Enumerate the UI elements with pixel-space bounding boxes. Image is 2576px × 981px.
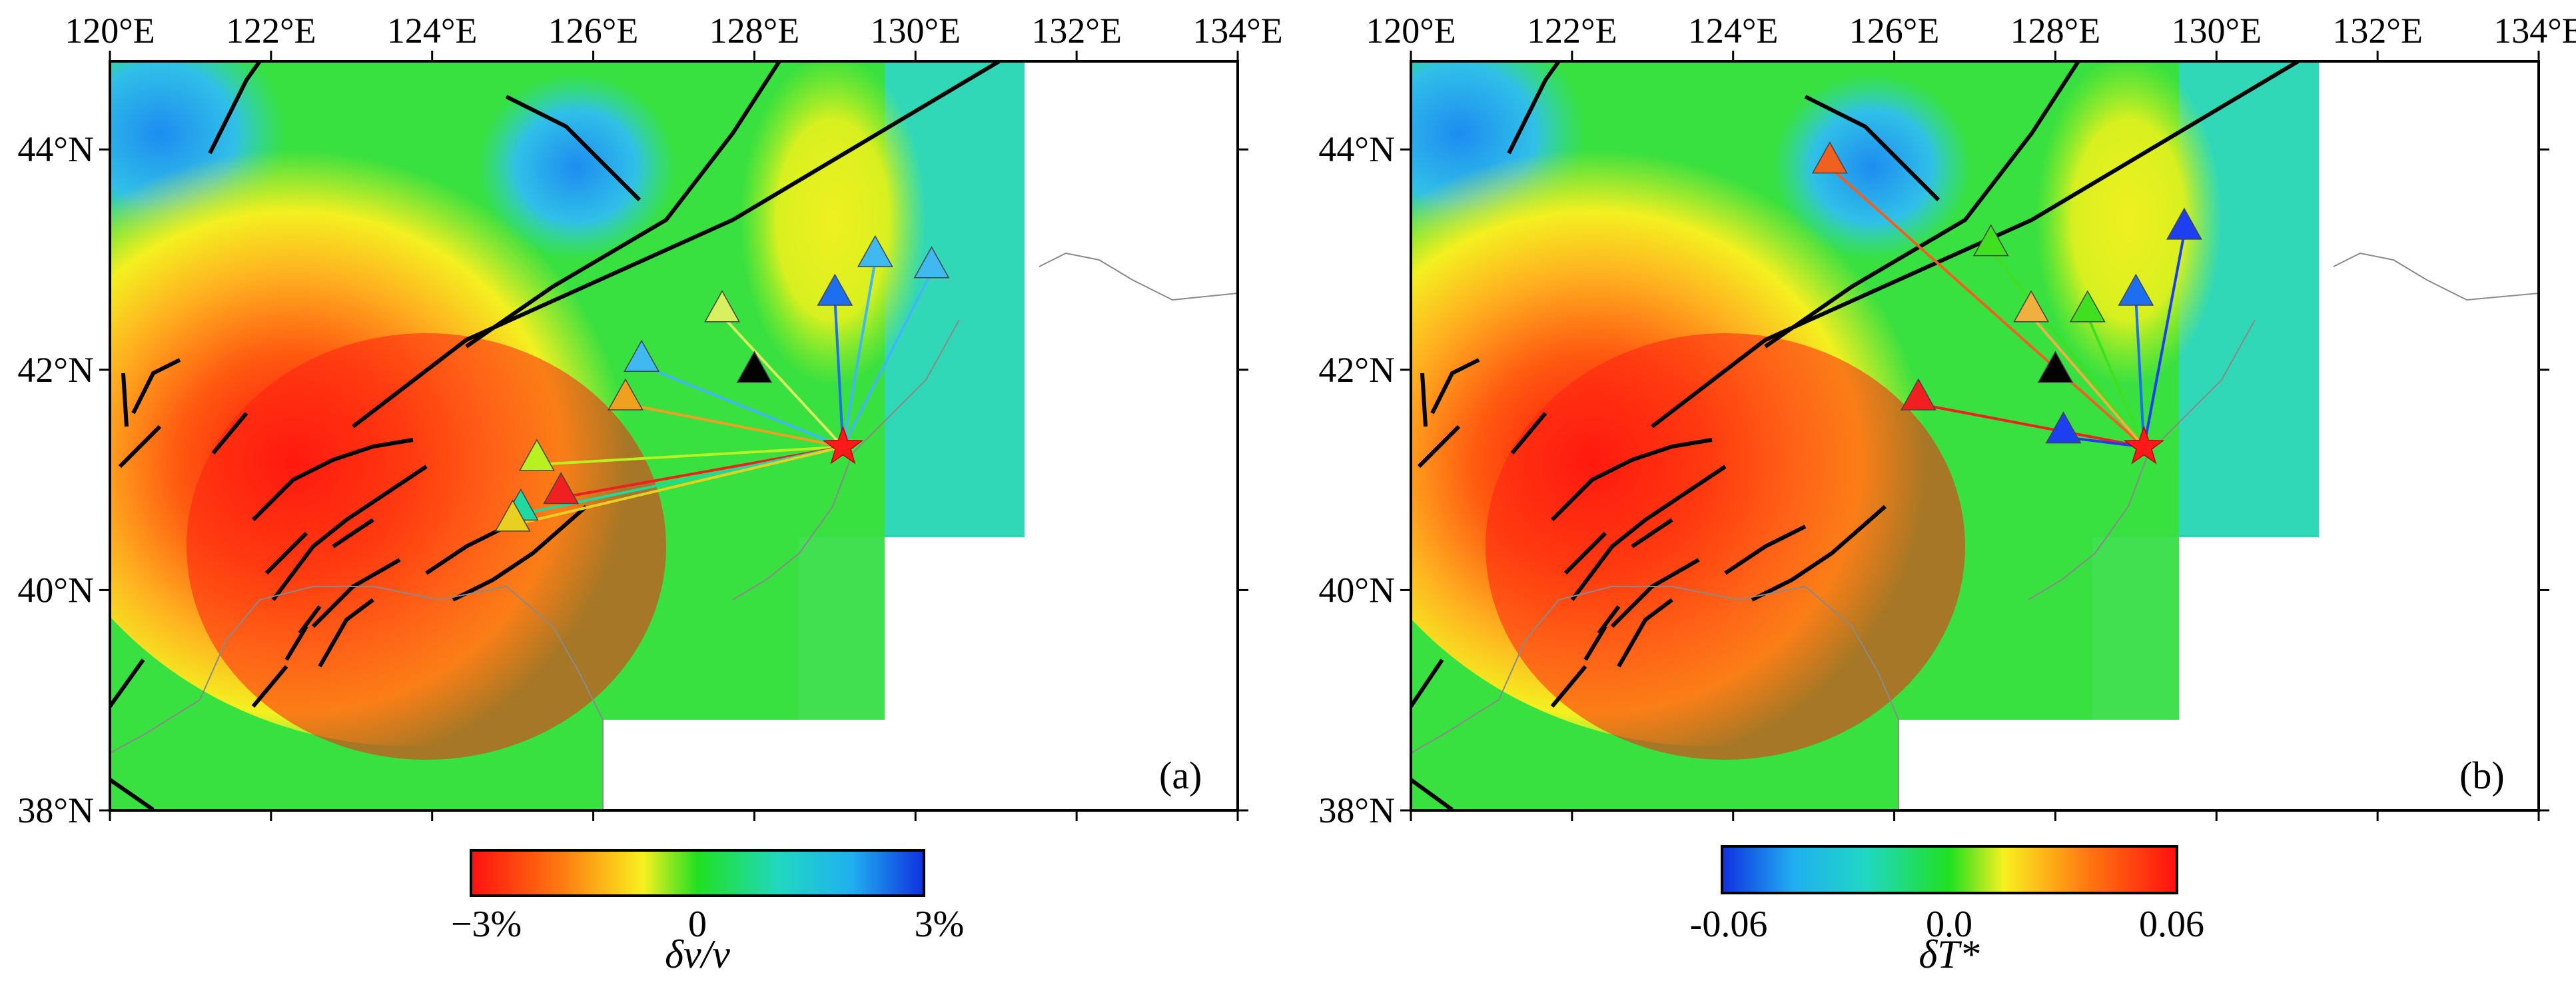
panel-a-label: (a) [1159, 754, 1202, 797]
colorbar-b-min-label: -0.06 [1690, 904, 1768, 945]
ray-path-line [512, 445, 843, 526]
station-triangle [518, 439, 555, 471]
lon-tick-label: 128°E [2010, 11, 2101, 51]
ray-path-line [2142, 233, 2186, 447]
coastline [110, 319, 960, 810]
lon-tick-label: 126°E [1849, 11, 1940, 51]
panel-b-label: (b) [2459, 754, 2505, 797]
lat-tick-label: 42°N [1318, 350, 1395, 390]
coastline [1411, 319, 2256, 810]
ray-path-line [2086, 315, 2146, 448]
panel-b-stations [1811, 141, 2202, 465]
colorbar-a-max-label: 3% [915, 904, 965, 945]
panel-b: 120°E 122°E 124°E 126°E 128°E 130°E 132°E 134°E… [1318, 11, 2576, 830]
lat-tick-label: 44°N [17, 129, 94, 169]
colorbar-b-title: δT* [1919, 932, 1979, 976]
panel-b-axes: 120°E 122°E 124°E 126°E 128°E 130°E 132°E 134°E… [1318, 11, 2576, 830]
black-station-triangle [2037, 351, 2074, 383]
colorbar-a: −3% 0 3% δv/v [451, 849, 965, 976]
lon-tick-label: 128°E [709, 11, 800, 51]
lon-tick-label: 134°E [1192, 11, 1283, 51]
lat-tick-label: 42°N [17, 350, 94, 390]
lat-tick-label: 40°N [17, 570, 94, 610]
panel-a-stations [494, 235, 950, 532]
panel-a-map-field [110, 61, 1238, 810]
ray-path-line [1829, 166, 2145, 449]
ray-path-line [841, 260, 877, 447]
lat-tick-label: 44°N [1318, 129, 1395, 169]
lon-tick-label: 124°E [387, 11, 478, 51]
panel-b-map-field [1411, 61, 2539, 810]
station-triangle [704, 290, 740, 323]
station-triangle [857, 235, 893, 267]
lon-tick-label: 130°E [2171, 11, 2262, 51]
lon-tick-label: 120°E [65, 11, 155, 51]
lat-tick-label: 40°N [1318, 570, 1395, 610]
ray-path-line [1990, 249, 2146, 448]
earthquake-epicenter-star [2123, 425, 2165, 465]
station-triangle [913, 246, 950, 279]
colorbar-a-title: δv/v [665, 932, 730, 976]
panel-b-frame [1410, 60, 2540, 812]
station-triangle [1811, 141, 1848, 174]
panel-a: 120°E 122°E 124°E 126°E 128°E 130°E 132°E 134°E… [17, 11, 1282, 830]
station-triangle [1900, 378, 1936, 411]
station-triangle [1972, 224, 2009, 257]
lon-tick-label: 126°E [548, 11, 639, 51]
lon-tick-label: 130°E [870, 11, 961, 51]
ray-path-line [841, 271, 933, 448]
lon-tick-label: 120°E [1366, 11, 1456, 51]
ray-path-line [1918, 403, 2144, 449]
station-triangle [624, 339, 660, 372]
lon-tick-label: 124°E [1688, 11, 1779, 51]
lon-tick-label: 134°E [2493, 11, 2576, 51]
station-triangle [2013, 290, 2050, 323]
colorbar-a-mid-label: 0 [688, 904, 707, 945]
lon-tick-label: 122°E [1527, 11, 1617, 51]
fault-lines [1411, 61, 2300, 810]
station-triangle [2069, 290, 2106, 323]
lat-tick-label: 38°N [1318, 790, 1395, 830]
colorbar-a-min-label: −3% [451, 904, 522, 945]
colorbar-b: -0.06 0.0 0.06 δT* [1690, 845, 2204, 976]
ray-path-line [833, 299, 845, 447]
station-triangle [543, 472, 580, 504]
station-triangle [2118, 273, 2154, 306]
panel-a-frame [109, 60, 1239, 812]
lon-tick-label: 132°E [1031, 11, 1122, 51]
ray-path-line [2030, 315, 2145, 448]
panel-a-axes: 120°E 122°E 124°E 126°E 128°E 130°E 132°E 134°E… [17, 11, 1282, 830]
station-triangle [817, 273, 853, 306]
lon-tick-label: 132°E [2332, 11, 2423, 51]
ray-path-line [625, 403, 843, 449]
ray-path-line [536, 445, 843, 467]
station-triangle [2045, 411, 2082, 444]
ray-path-line [721, 315, 844, 448]
lon-tick-label: 122°E [226, 11, 316, 51]
ray-path-line [2134, 299, 2146, 447]
black-station-triangle [736, 351, 773, 383]
colorbar-b-ramp [1721, 845, 2178, 894]
station-triangle [2166, 207, 2202, 240]
colorbar-b-max-label: 0.06 [2139, 904, 2204, 945]
lat-tick-label: 38°N [17, 790, 94, 830]
station-triangle [608, 378, 644, 411]
ray-path-line [641, 364, 844, 449]
station-triangle [494, 499, 531, 532]
colorbar-a-ramp [470, 849, 925, 897]
colorbar-b-mid-label: 0.0 [1926, 904, 1972, 945]
panel-b-ray-paths [1829, 166, 2186, 449]
earthquake-epicenter-star [822, 425, 864, 465]
